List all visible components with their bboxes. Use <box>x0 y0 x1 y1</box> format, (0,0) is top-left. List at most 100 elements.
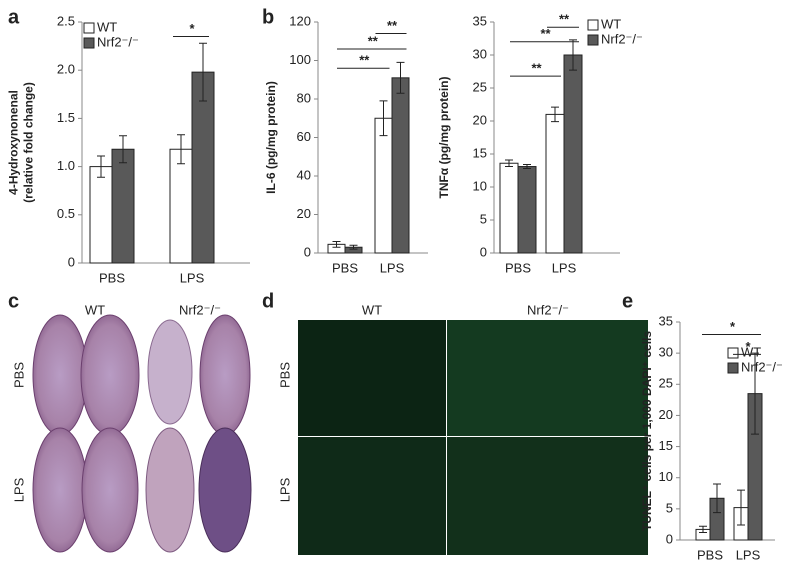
significance-label: ** <box>359 53 370 68</box>
y-tick-label: 5 <box>480 211 487 226</box>
significance-label: ** <box>540 26 551 41</box>
bar <box>517 166 537 254</box>
y-tick-label: 0 <box>666 531 673 546</box>
y-tick-label: 15 <box>473 145 487 160</box>
bar <box>545 113 565 254</box>
error-bar <box>751 352 759 435</box>
column-label: Nrf2⁻/⁻ <box>527 302 569 317</box>
legend-swatch <box>727 347 739 359</box>
legend-swatch <box>587 34 599 46</box>
panel-letter: e <box>622 290 633 312</box>
legend-label: Nrf2⁻/⁻ <box>601 31 643 46</box>
y-tick-label: 0 <box>480 244 487 259</box>
panel-letter: c <box>8 290 19 312</box>
y-tick-label: 25 <box>659 376 673 391</box>
y-tick-label: 35 <box>473 13 487 28</box>
bar <box>499 162 519 254</box>
y-tick-label: 5 <box>666 500 673 515</box>
y-tick-label: 20 <box>473 112 487 127</box>
legend-swatch <box>83 22 95 34</box>
y-tick-label: 10 <box>473 178 487 193</box>
bar <box>111 148 135 264</box>
column-label: Nrf2⁻/⁻ <box>179 302 221 317</box>
legend-label: WT <box>741 344 761 359</box>
y-axis-label: (relative fold change) <box>22 82 36 203</box>
panel-letter: a <box>8 6 20 28</box>
error-bar <box>505 159 513 168</box>
legend-label: Nrf2⁻/⁻ <box>741 359 783 374</box>
y-tick-label: 15 <box>659 438 673 453</box>
bar <box>169 148 193 264</box>
x-tick-label: LPS <box>552 260 577 275</box>
y-tick-label: 1.5 <box>57 110 75 125</box>
y-axis-label: 4-Hydroxynonenal <box>7 90 21 195</box>
row-label: PBS <box>277 362 292 388</box>
row-label: LPS <box>11 477 26 502</box>
error-bar <box>523 164 531 170</box>
legend-swatch <box>727 362 739 374</box>
y-tick-label: 40 <box>297 167 311 182</box>
significance-label: * <box>730 319 736 334</box>
legend-swatch <box>587 19 599 31</box>
error-bar <box>551 106 559 123</box>
legend-label: WT <box>97 19 117 34</box>
y-tick-label: 0 <box>68 254 75 269</box>
y-tick-label: 120 <box>289 13 311 28</box>
error-bar <box>396 61 405 94</box>
y-axis-label: TUNEL⁺ cells per 1,000 DAPI⁺ cells <box>640 331 654 531</box>
significance-label: * <box>189 21 195 36</box>
error-bar <box>737 489 745 526</box>
error-bar <box>349 244 358 250</box>
legend-label: WT <box>601 16 621 31</box>
bar <box>391 77 410 254</box>
error-bar <box>379 100 388 137</box>
row-label: PBS <box>11 362 26 388</box>
panel-letter: d <box>262 290 274 312</box>
y-tick-label: 100 <box>289 52 311 67</box>
y-tick-label: 0 <box>304 244 311 259</box>
y-axis-label: TNFα (pg/mg protein) <box>437 76 451 198</box>
y-tick-label: 25 <box>473 79 487 94</box>
error-bar <box>177 134 185 165</box>
bar <box>89 166 113 264</box>
y-tick-label: 60 <box>297 129 311 144</box>
x-tick-label: LPS <box>736 547 761 562</box>
y-axis-label: IL-6 (pg/mg protein) <box>264 81 278 194</box>
row-label: LPS <box>277 477 292 502</box>
y-tick-label: 30 <box>659 345 673 360</box>
error-bar <box>119 135 127 164</box>
y-tick-label: 10 <box>659 469 673 484</box>
y-tick-label: 0.5 <box>57 206 75 221</box>
x-tick-label: PBS <box>697 547 723 562</box>
y-tick-label: 30 <box>473 46 487 61</box>
significance-label: ** <box>368 33 379 48</box>
y-tick-label: 2.0 <box>57 62 75 77</box>
column-label: WT <box>85 302 105 317</box>
x-tick-label: PBS <box>332 260 358 275</box>
bar <box>563 54 583 254</box>
bar <box>374 117 393 254</box>
y-tick-label: 20 <box>659 407 673 422</box>
y-tick-label: 2.5 <box>57 13 75 28</box>
legend-label: Nrf2⁻/⁻ <box>97 34 139 49</box>
error-bar <box>569 39 577 71</box>
x-tick-label: LPS <box>380 260 405 275</box>
panel-c-images <box>30 314 255 555</box>
column-label: WT <box>362 302 382 317</box>
legend-swatch <box>83 37 95 49</box>
y-tick-label: 80 <box>297 90 311 105</box>
error-bar <box>97 155 105 178</box>
y-tick-label: 35 <box>659 313 673 328</box>
x-tick-label: PBS <box>505 260 531 275</box>
error-bar <box>332 240 341 248</box>
error-bar <box>699 525 707 534</box>
y-tick-label: 20 <box>297 206 311 221</box>
y-tick-label: 1.0 <box>57 158 75 173</box>
error-bar <box>199 42 207 102</box>
significance-label: ** <box>559 12 570 27</box>
x-tick-label: PBS <box>99 270 125 285</box>
significance-label: ** <box>531 61 542 76</box>
x-tick-label: LPS <box>180 270 205 285</box>
error-bar <box>713 483 721 514</box>
